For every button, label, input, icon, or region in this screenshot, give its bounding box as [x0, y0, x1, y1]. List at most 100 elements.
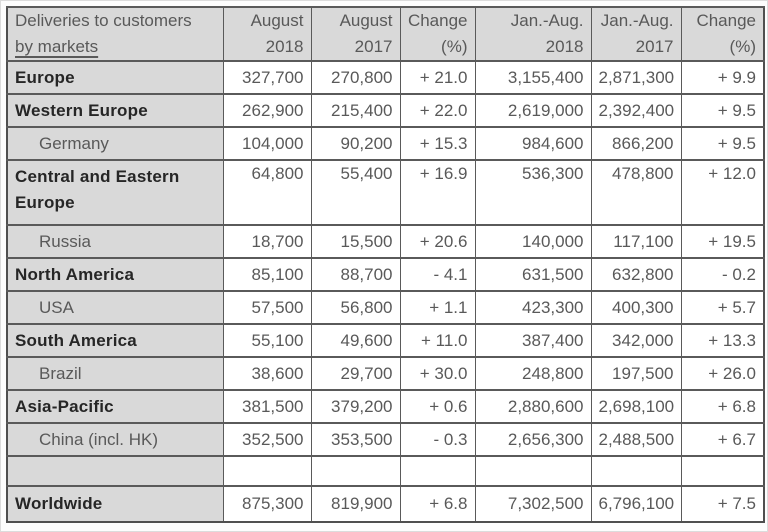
value-cell: 2,392,400 [590, 93, 682, 128]
table-row-worldwide: Worldwide 875,300 819,900 + 6.8 7,302,50… [6, 485, 765, 523]
value-cell: + 19.5 [680, 224, 765, 259]
value-cell: 2,880,600 [474, 389, 592, 424]
value-cell: 29,700 [310, 356, 401, 391]
value-cell: 197,500 [590, 356, 682, 391]
value-cell: + 6.8 [680, 389, 765, 424]
column-header-change-month: Change (%) [399, 6, 476, 62]
value-cell: 15,500 [310, 224, 401, 259]
value-cell: 85,100 [222, 257, 312, 292]
value-cell: 353,500 [310, 422, 401, 457]
value-cell: 57,500 [222, 290, 312, 325]
value-cell: + 13.3 [680, 323, 765, 358]
value-cell: + 1.1 [399, 290, 476, 325]
value-cell: + 20.6 [399, 224, 476, 259]
value-cell: 88,700 [310, 257, 401, 292]
table-row-germany: Germany 104,000 90,200 + 15.3 984,600 86… [6, 126, 765, 161]
market-cell: Central and Eastern Europe [6, 159, 224, 226]
value-cell: + 7.5 [680, 485, 765, 523]
market-cell [6, 455, 224, 487]
value-cell: + 21.0 [399, 60, 476, 95]
value-cell: 262,900 [222, 93, 312, 128]
value-cell [590, 455, 682, 487]
market-cell: North America [6, 257, 224, 292]
value-cell: + 12.0 [680, 159, 765, 226]
column-header-janaug-2018: Jan.-Aug. 2018 [474, 6, 592, 62]
value-cell: 55,400 [310, 159, 401, 226]
value-cell: 3,155,400 [474, 60, 592, 95]
value-cell: 2,871,300 [590, 60, 682, 95]
value-cell: + 16.9 [399, 159, 476, 226]
value-cell: 140,000 [474, 224, 592, 259]
table-row-russia: Russia 18,700 15,500 + 20.6 140,000 117,… [6, 224, 765, 259]
table-row-asia-pacific: Asia-Pacific 381,500 379,200 + 0.6 2,880… [6, 389, 765, 424]
value-cell: 819,900 [310, 485, 401, 523]
value-cell: + 30.0 [399, 356, 476, 391]
value-cell: 55,100 [222, 323, 312, 358]
market-cell: Asia-Pacific [6, 389, 224, 424]
table-row-europe: Europe 327,700 270,800 + 21.0 3,155,400 … [6, 60, 765, 95]
deliveries-table: Deliveries to customers by markets Augus… [6, 6, 765, 523]
value-cell: 2,656,300 [474, 422, 592, 457]
market-cell: South America [6, 323, 224, 358]
market-cell: Europe [6, 60, 224, 95]
value-cell: 215,400 [310, 93, 401, 128]
table-title: Deliveries to customers by markets [6, 6, 224, 62]
value-cell: 632,800 [590, 257, 682, 292]
value-cell: 248,800 [474, 356, 592, 391]
value-cell: 423,300 [474, 290, 592, 325]
value-cell: - 4.1 [399, 257, 476, 292]
market-cell: Germany [6, 126, 224, 161]
table-title-line1: Deliveries to customers [15, 11, 192, 30]
market-cell: Brazil [6, 356, 224, 391]
value-cell: 104,000 [222, 126, 312, 161]
value-cell: 2,619,000 [474, 93, 592, 128]
value-cell: 866,200 [590, 126, 682, 161]
value-cell [399, 455, 476, 487]
value-cell: - 0.2 [680, 257, 765, 292]
value-cell: 327,700 [222, 60, 312, 95]
table-row-western-europe: Western Europe 262,900 215,400 + 22.0 2,… [6, 93, 765, 128]
value-cell: 387,400 [474, 323, 592, 358]
value-cell: + 5.7 [680, 290, 765, 325]
column-header-change-ytd: Change (%) [680, 6, 765, 62]
column-header-august-2018: August 2018 [222, 6, 312, 62]
value-cell: + 11.0 [399, 323, 476, 358]
market-cell: Russia [6, 224, 224, 259]
table-title-line2: by markets [15, 37, 99, 56]
value-cell: 38,600 [222, 356, 312, 391]
value-cell [474, 455, 592, 487]
market-cell: Worldwide [6, 485, 224, 523]
market-cell: Western Europe [6, 93, 224, 128]
value-cell: 984,600 [474, 126, 592, 161]
table-row-south-america: South America 55,100 49,600 + 11.0 387,4… [6, 323, 765, 358]
value-cell: + 6.8 [399, 485, 476, 523]
value-cell: 2,488,500 [590, 422, 682, 457]
table-row-north-america: North America 85,100 88,700 - 4.1 631,50… [6, 257, 765, 292]
value-cell: + 0.6 [399, 389, 476, 424]
table-row-china: China (incl. HK) 352,500 353,500 - 0.3 2… [6, 422, 765, 457]
value-cell [310, 455, 401, 487]
value-cell: 342,000 [590, 323, 682, 358]
value-cell: 379,200 [310, 389, 401, 424]
value-cell: + 22.0 [399, 93, 476, 128]
value-cell: + 9.9 [680, 60, 765, 95]
value-cell: 56,800 [310, 290, 401, 325]
column-header-janaug-2017: Jan.-Aug. 2017 [590, 6, 682, 62]
value-cell: 6,796,100 [590, 485, 682, 523]
table-row-usa: USA 57,500 56,800 + 1.1 423,300 400,300 … [6, 290, 765, 325]
header-row: Deliveries to customers by markets Augus… [6, 6, 765, 62]
value-cell: 478,800 [590, 159, 682, 226]
market-cell: USA [6, 290, 224, 325]
value-cell: 90,200 [310, 126, 401, 161]
value-cell [680, 455, 765, 487]
value-cell [222, 455, 312, 487]
value-cell: + 9.5 [680, 126, 765, 161]
value-cell: 536,300 [474, 159, 592, 226]
table-row-central-eastern-europe: Central and Eastern Europe 64,800 55,400… [6, 159, 765, 226]
value-cell: 49,600 [310, 323, 401, 358]
value-cell: 270,800 [310, 60, 401, 95]
value-cell: 352,500 [222, 422, 312, 457]
value-cell: 381,500 [222, 389, 312, 424]
value-cell: + 15.3 [399, 126, 476, 161]
